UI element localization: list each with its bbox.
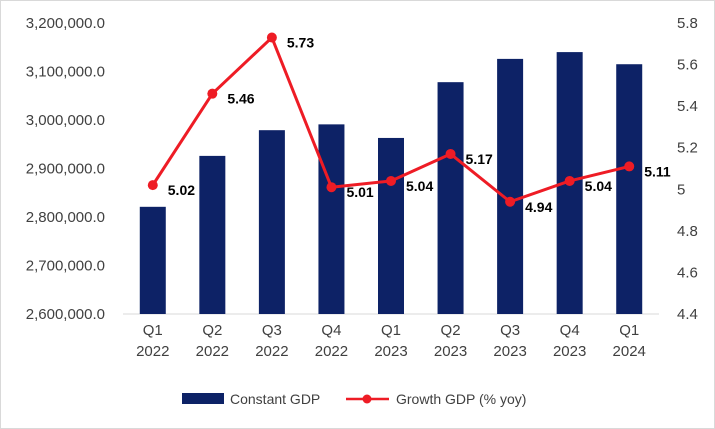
left-y-axis: 2,600,000.0 2,700,000.0 2,800,000.0 2,900,0… bbox=[26, 15, 105, 323]
growth-point bbox=[564, 175, 575, 186]
growth-point bbox=[624, 161, 635, 172]
growth-point bbox=[207, 88, 218, 99]
x-tick-label-quarter: Q3 bbox=[262, 322, 282, 339]
right-axis-tick-label: 4.4 bbox=[677, 306, 698, 323]
bar bbox=[318, 124, 345, 315]
bar bbox=[497, 58, 524, 314]
growth-data-label: 5.04 bbox=[406, 178, 433, 194]
right-y-axis: 4.4 4.6 4.8 5 5.2 5.4 5.6 5.8 bbox=[677, 15, 698, 323]
legend-label-growth-gdp: Growth GDP (% yoy) bbox=[396, 391, 526, 407]
bar bbox=[139, 206, 166, 314]
x-tick-label-year: 2023 bbox=[553, 343, 586, 360]
bar bbox=[378, 137, 404, 314]
right-axis-tick-label: 4.6 bbox=[677, 264, 698, 281]
left-axis-tick-label: 3,200,000.0 bbox=[26, 15, 105, 32]
right-axis-tick-label: 5.2 bbox=[677, 140, 698, 157]
x-tick-label-quarter: Q3 bbox=[500, 322, 520, 339]
right-axis-tick-label: 5 bbox=[677, 181, 685, 198]
growth-point bbox=[266, 32, 277, 43]
growth-point bbox=[445, 148, 456, 159]
x-tick-label-quarter: Q2 bbox=[202, 322, 222, 339]
x-tick-label-quarter: Q4 bbox=[321, 322, 341, 339]
left-axis-tick-label: 2,900,000.0 bbox=[26, 161, 105, 178]
growth-point bbox=[505, 196, 516, 207]
legend: Constant GDP Growth GDP (% yoy) bbox=[182, 391, 526, 407]
x-tick-label-quarter: Q2 bbox=[441, 322, 461, 339]
right-axis-tick-label: 5.6 bbox=[677, 57, 698, 74]
x-tick-label-year: 2022 bbox=[315, 343, 348, 360]
growth-data-label: 5.46 bbox=[227, 91, 254, 107]
x-tick-label-year: 2022 bbox=[136, 343, 169, 360]
growth-data-label: 4.94 bbox=[525, 199, 552, 215]
bar bbox=[437, 82, 464, 314]
right-axis-tick-label: 5.4 bbox=[677, 98, 698, 115]
left-axis-tick-label: 3,100,000.0 bbox=[26, 64, 105, 81]
growth-point bbox=[386, 175, 396, 186]
growth-data-label: 5.11 bbox=[644, 163, 671, 179]
legend-marker-growth-gdp bbox=[362, 394, 372, 404]
x-tick-label-quarter: Q1 bbox=[619, 322, 639, 339]
right-axis-tick-label: 5.8 bbox=[677, 15, 698, 32]
growth-point bbox=[147, 180, 158, 191]
growth-data-label: 5.04 bbox=[585, 178, 612, 194]
right-axis-tick-label: 4.8 bbox=[677, 223, 698, 240]
bar bbox=[199, 155, 226, 314]
left-axis-tick-label: 2,700,000.0 bbox=[26, 258, 105, 275]
x-axis-categories: Q1 2022 Q2 2022 Q3 2022 Q4 2022 Q1 2023 Q2 2023 Q3 20… bbox=[136, 322, 646, 360]
line-series-growth-gdp: 5.02 5.46 5.73 5.01 5.04 5.17 4.94 5.04 5.11 bbox=[147, 32, 671, 215]
x-tick-label-quarter: Q1 bbox=[143, 322, 163, 339]
x-tick-label-year: 2023 bbox=[493, 343, 526, 360]
x-tick-label-quarter: Q1 bbox=[381, 322, 401, 339]
x-tick-label-year: 2023 bbox=[434, 343, 467, 360]
left-axis-tick-label: 2,600,000.0 bbox=[26, 306, 105, 323]
x-tick-label-year: 2023 bbox=[374, 343, 407, 360]
bar bbox=[616, 64, 643, 314]
x-tick-label-year: 2022 bbox=[255, 343, 288, 360]
growth-point bbox=[326, 182, 337, 193]
x-tick-label-year: 2022 bbox=[196, 343, 229, 360]
left-axis-tick-label: 3,000,000.0 bbox=[26, 112, 105, 129]
bar bbox=[258, 130, 285, 314]
bar-series-constant-gdp bbox=[139, 52, 643, 315]
x-tick-label-year: 2024 bbox=[613, 343, 646, 360]
legend-label-constant-gdp: Constant GDP bbox=[230, 391, 320, 407]
x-tick-label-quarter: Q4 bbox=[560, 322, 580, 339]
growth-data-label: 5.01 bbox=[346, 184, 373, 200]
left-axis-tick-label: 2,800,000.0 bbox=[26, 209, 105, 226]
growth-data-label: 5.17 bbox=[466, 151, 493, 167]
legend-swatch-constant-gdp bbox=[182, 393, 224, 404]
growth-data-label: 5.73 bbox=[287, 35, 314, 51]
growth-data-label: 5.02 bbox=[168, 182, 195, 198]
